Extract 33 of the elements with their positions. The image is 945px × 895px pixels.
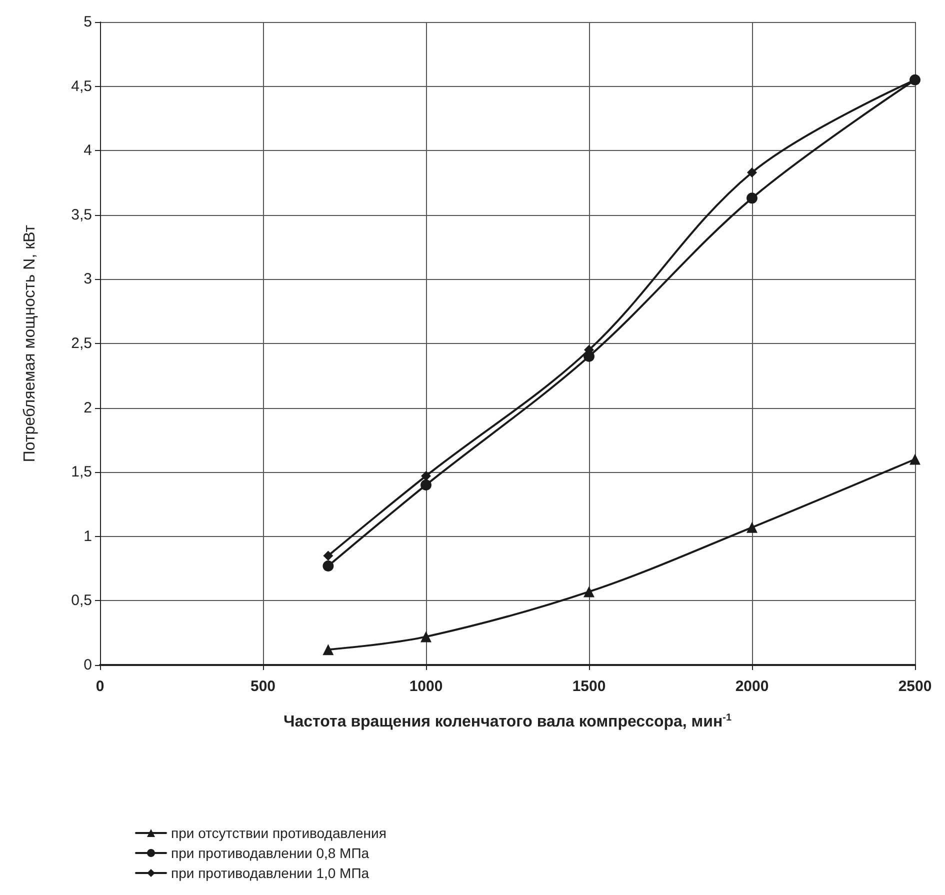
point [421, 470, 431, 481]
point [323, 550, 334, 561]
y-tick-label: 4,5 [71, 78, 92, 95]
y-tick-label: 1 [84, 528, 92, 545]
point [746, 192, 758, 204]
point [420, 631, 432, 642]
point [420, 479, 432, 490]
legend-label: при противодавлении 0,8 МПа [171, 845, 370, 861]
y-tick-label: 3,5 [71, 206, 92, 224]
x-tick-label: 0 [96, 678, 104, 695]
point [747, 167, 757, 178]
y-axis-title: Потребляемая мощность N, кВт [22, 224, 38, 462]
y-tick-label: 2 [84, 399, 92, 416]
x-tick-label: 1000 [409, 678, 443, 695]
point [746, 522, 758, 533]
y-tick-label: 3 [84, 270, 92, 288]
y-tick-label: 0 [84, 656, 92, 674]
point [322, 560, 334, 572]
point [584, 586, 594, 598]
legend-label: при отсутствии противодавления [171, 825, 386, 841]
x-tick-label: 2000 [735, 678, 769, 695]
y-tick-label: 0,5 [71, 592, 92, 610]
point [910, 454, 920, 465]
y-tick-label: 4 [84, 142, 92, 160]
point [322, 644, 334, 656]
legend-label: при противодавлении 1,0 МПа [171, 865, 370, 881]
x-tick-label: 2500 [898, 678, 932, 695]
point [584, 350, 594, 362]
x-tick-label: 500 [250, 678, 276, 695]
x-tick-label: 1500 [572, 678, 606, 695]
y-tick-label: 5 [84, 14, 92, 30]
y-tick-label: 2,5 [71, 335, 92, 352]
y-tick-label: 1,5 [71, 464, 92, 481]
